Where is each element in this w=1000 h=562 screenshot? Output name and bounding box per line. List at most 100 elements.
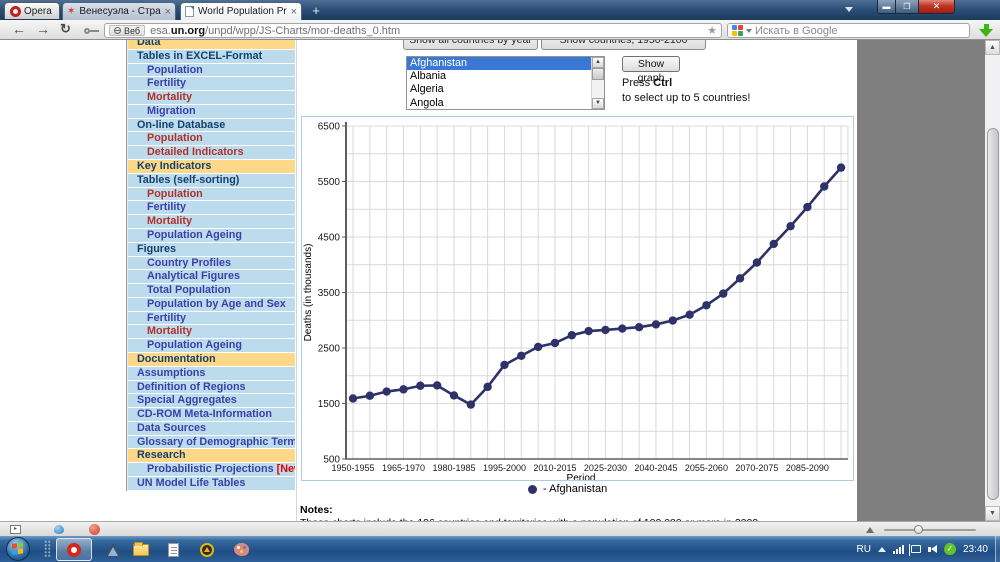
search-engine-chevron-icon[interactable]	[746, 28, 752, 33]
sidebar-item[interactable]: CD-ROM Meta-Information	[128, 408, 295, 422]
tabbar-overflow-chevron-icon[interactable]	[845, 7, 853, 12]
sidebar-item[interactable]: Population	[128, 63, 295, 78]
listbox-scrollbar[interactable]: ▲ ▼	[591, 57, 604, 109]
zoom-slider[interactable]	[884, 525, 976, 534]
sidebar-item[interactable]: Migration	[128, 104, 295, 119]
sidebar-section: Figures	[128, 242, 295, 257]
sidebar-item[interactable]: Mortality	[128, 91, 295, 105]
scrollbar-thumb[interactable]	[986, 128, 999, 500]
sidebar-item[interactable]: Fertility	[128, 201, 295, 216]
panels-toggle-icon[interactable]: ▸	[10, 525, 21, 534]
minimize-button[interactable]: ▬	[877, 0, 896, 14]
action-center-flag-icon[interactable]	[908, 544, 921, 556]
sidebar-item[interactable]: Analytical Figures	[128, 270, 295, 285]
palette-icon	[233, 543, 249, 556]
sidebar-item[interactable]: Fertility	[128, 77, 295, 92]
opera-unite-icon[interactable]	[54, 525, 64, 534]
taskbar-palette-button[interactable]	[226, 538, 256, 561]
bookmark-star-icon[interactable]: ★	[707, 25, 717, 37]
new-badge: [New]	[276, 463, 295, 476]
taskbar-clock[interactable]: 23:40	[962, 543, 988, 555]
show-desktop-button[interactable]	[995, 536, 1000, 562]
download-arrow-icon[interactable]	[979, 24, 993, 37]
sidebar-item[interactable]: Data Sources	[128, 421, 295, 436]
taskbar-document-button[interactable]	[158, 538, 188, 561]
browser-statusbar: ▸	[0, 521, 1000, 536]
sidebar-item[interactable]: Mortality	[128, 325, 295, 340]
taskbar-opera-button[interactable]	[56, 538, 92, 561]
search-input[interactable]: Искать в Google	[727, 23, 970, 38]
opera-icon	[67, 542, 81, 557]
svg-text:2055-2060: 2055-2060	[685, 463, 728, 473]
search-placeholder: Искать в Google	[755, 24, 838, 37]
address-bar[interactable]: Веб esa.un.org/unpd/wpp/JS-Charts/mor-de…	[104, 23, 722, 38]
password-wand-icon[interactable]	[84, 28, 99, 34]
start-button[interactable]	[6, 537, 30, 561]
sidebar-item[interactable]: Detailed Indicators	[128, 146, 295, 161]
opera-menu-button[interactable]: Opera	[4, 2, 60, 19]
close-button[interactable]: ✕	[919, 0, 955, 14]
new-tab-button[interactable]: +	[312, 3, 320, 18]
sidebar-item[interactable]: Population	[128, 187, 295, 202]
show-all-countries-button[interactable]: Show all countries by year	[403, 40, 538, 50]
hidden-icons-chevron-icon[interactable]	[877, 546, 886, 552]
sidebar-item[interactable]: Special Aggregates	[128, 394, 295, 409]
page-scrollbar[interactable]: ▲ ▼	[985, 40, 1000, 521]
scroll-down-icon[interactable]: ▼	[592, 98, 604, 109]
deaths-chart-panel: 500 1500 2500 3500 4500 5500 6500 1950-1955 1965…	[301, 116, 854, 484]
taskbar-app-triangle-button[interactable]	[98, 538, 128, 561]
tab-venezuela[interactable]: ✶ Венесуэла - Страница... ×	[62, 2, 176, 20]
sidebar-item[interactable]: Glossary of Demographic Terms	[128, 435, 295, 450]
taskbar-explorer-button[interactable]	[126, 538, 156, 561]
web-badge[interactable]: Веб	[109, 25, 146, 36]
sidebar-item[interactable]: Assumptions	[128, 366, 295, 381]
opera-turbo-icon[interactable]	[89, 524, 100, 535]
sidebar-item[interactable]: Fertility	[128, 311, 295, 326]
maximize-button[interactable]: ❐	[896, 0, 919, 14]
svg-text:1980-1985: 1980-1985	[432, 463, 475, 473]
system-tray: RU ✓ 23:40	[857, 536, 988, 562]
content-separator	[296, 40, 297, 521]
show-graph-button[interactable]: Show graph	[622, 56, 680, 84]
scroll-up-icon[interactable]: ▲	[592, 57, 604, 68]
green-status-icon[interactable]: ✓	[943, 542, 957, 556]
back-icon[interactable]: ←	[12, 21, 26, 37]
tab-world-population[interactable]: World Population Pros... ×	[180, 2, 302, 20]
country-option[interactable]: Albania	[410, 70, 447, 83]
forward-icon[interactable]: →	[36, 21, 50, 37]
svg-text:2040-2045: 2040-2045	[634, 463, 677, 473]
sidebar-item[interactable]: Population	[128, 132, 295, 147]
tab-favicon-icon	[185, 6, 194, 17]
scroll-down-icon[interactable]: ▼	[985, 506, 1000, 521]
sidebar-section: Key Indicators	[128, 160, 295, 174]
country-option[interactable]: Afghanistan	[407, 57, 604, 71]
country-listbox[interactable]: Afghanistan Albania Algeria Angola ▲ ▼	[406, 56, 605, 110]
tab-close-icon[interactable]: ×	[290, 5, 297, 18]
sidebar-item[interactable]: Total Population	[128, 284, 295, 298]
zoom-slider-thumb[interactable]	[914, 525, 923, 534]
svg-text:Period: Period	[567, 473, 596, 480]
country-option[interactable]: Angola	[410, 96, 444, 109]
reload-icon[interactable]: ↻	[60, 21, 71, 36]
show-countries-range-button[interactable]: Show countries, 1950-2100	[541, 40, 706, 50]
scrollbar-thumb[interactable]	[592, 68, 604, 80]
language-indicator[interactable]: RU	[856, 543, 871, 555]
zoom-fit-icon[interactable]	[866, 527, 874, 533]
sidebar-item[interactable]: Population Ageing	[128, 339, 295, 353]
volume-icon[interactable]	[927, 545, 937, 553]
tab-close-icon[interactable]: ×	[164, 5, 171, 18]
sidebar-item[interactable]: Population Ageing	[128, 228, 295, 243]
taskbar-round-badge-button[interactable]	[192, 538, 222, 561]
scroll-up-icon[interactable]: ▲	[985, 40, 1000, 55]
country-options: Afghanistan Albania Algeria Angola	[407, 57, 604, 110]
sidebar-item[interactable]: Probabilistic Projections [New]	[128, 463, 295, 477]
svg-text:3500: 3500	[318, 288, 341, 299]
network-signal-icon[interactable]	[892, 544, 904, 554]
sidebar-item[interactable]: Country Profiles	[128, 256, 295, 271]
sidebar-item[interactable]: Mortality	[128, 215, 295, 229]
sidebar-item[interactable]: Population by Age and Sex	[128, 297, 295, 312]
sidebar-item[interactable]: Definition of Regions	[128, 380, 295, 395]
sidebar-item[interactable]: UN Model Life Tables	[128, 477, 295, 491]
svg-text:4500: 4500	[318, 233, 341, 244]
country-option[interactable]: Algeria	[410, 83, 444, 96]
